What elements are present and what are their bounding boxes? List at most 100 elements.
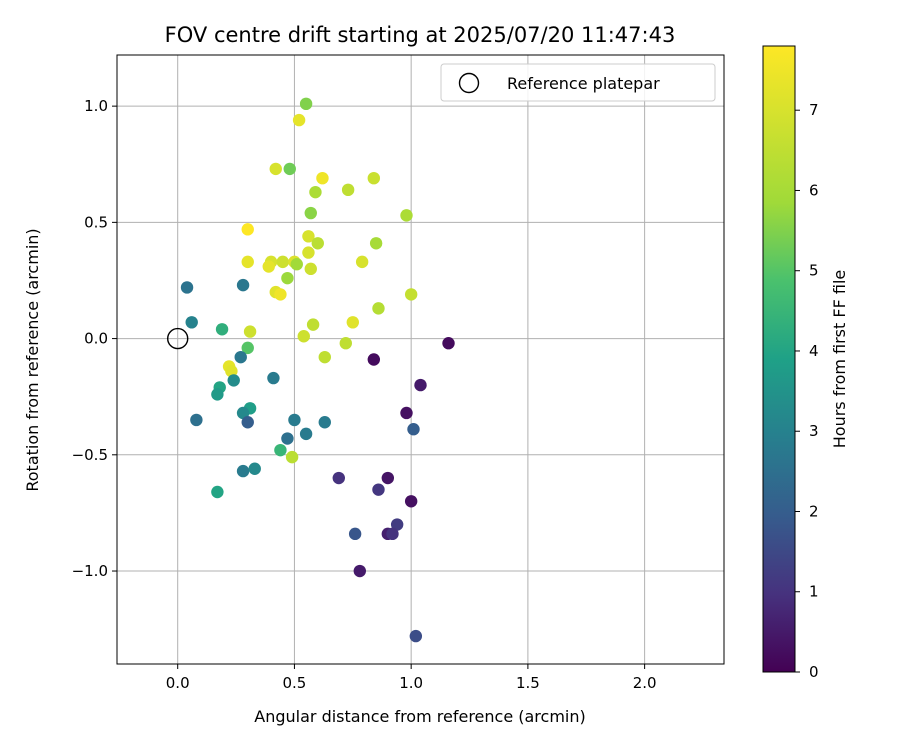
- data-point: [304, 206, 317, 220]
- y-tick-label: 0.0: [84, 330, 108, 348]
- data-point: [353, 564, 366, 578]
- colorbar-ticks: 0 1 2 3 4 5 6 7: [795, 101, 819, 681]
- data-point: [243, 325, 257, 338]
- colorbar-tick-label: 0: [809, 663, 819, 681]
- data-point: [299, 97, 313, 111]
- data-point: [386, 527, 399, 541]
- scatter-points: [180, 97, 455, 643]
- data-point: [281, 271, 294, 285]
- data-point: [355, 255, 369, 269]
- data-point: [409, 629, 423, 643]
- data-point: [180, 281, 194, 294]
- x-tick-label: 2.0: [633, 674, 657, 692]
- data-point: [339, 337, 352, 350]
- colorbar: 0 1 2 3 4 5 6 7 Hours from first FF file: [762, 45, 849, 681]
- data-point: [274, 443, 287, 457]
- data-point: [297, 330, 310, 343]
- data-point: [276, 255, 289, 269]
- data-point: [341, 183, 355, 197]
- legend: Reference platepar: [440, 63, 716, 102]
- x-tick-label: 0.5: [283, 674, 307, 692]
- data-point: [225, 364, 238, 378]
- reference-marker: [166, 327, 189, 350]
- x-tick-label: 1.0: [399, 674, 423, 692]
- data-point: [262, 260, 275, 273]
- data-point: [299, 427, 313, 441]
- data-point: [348, 527, 362, 541]
- data-point: [241, 341, 254, 355]
- data-point: [304, 262, 317, 276]
- legend-entry-reference: Reference platepar: [507, 74, 660, 93]
- colorbar-tick-label: 3: [809, 422, 819, 440]
- data-point: [211, 485, 224, 499]
- colorbar-tick-label: 7: [809, 101, 819, 119]
- x-axis-label: Angular distance from reference (arcmin): [254, 707, 585, 726]
- colorbar-tick-label: 4: [809, 342, 819, 360]
- data-point: [211, 388, 224, 401]
- data-point: [400, 209, 413, 222]
- colorbar-label: Hours from first FF file: [830, 270, 849, 449]
- data-point: [241, 255, 254, 269]
- data-point: [234, 350, 247, 364]
- data-point: [311, 237, 324, 250]
- grid-lines: [117, 55, 724, 664]
- data-point: [241, 223, 254, 236]
- data-point: [241, 416, 254, 429]
- data-point: [248, 462, 261, 475]
- data-point: [346, 316, 359, 329]
- data-point: [372, 483, 385, 496]
- data-point: [215, 323, 229, 336]
- data-point: [269, 162, 282, 176]
- data-point: [367, 171, 381, 185]
- y-tick-label: 1.0: [84, 97, 108, 115]
- colorbar-tick-label: 5: [809, 262, 819, 280]
- y-tick-label: −1.0: [72, 562, 108, 580]
- data-point: [283, 162, 296, 176]
- data-point: [309, 185, 322, 199]
- data-point: [290, 257, 303, 271]
- colorbar-tick-label: 1: [809, 583, 819, 601]
- data-point: [332, 471, 345, 485]
- y-axis-label: Rotation from reference (arcmin): [23, 228, 42, 491]
- data-point: [302, 246, 315, 259]
- data-point: [302, 230, 315, 243]
- chart-title: FOV centre drift starting at 2025/07/20 …: [165, 23, 676, 47]
- data-point: [369, 237, 383, 250]
- data-point: [274, 288, 287, 301]
- data-point: [185, 316, 198, 329]
- reference-point: [166, 327, 189, 350]
- colorbar-gradient: [762, 45, 796, 673]
- colorbar-tick-label: 6: [809, 181, 819, 199]
- data-point: [381, 471, 395, 485]
- data-point: [404, 288, 418, 301]
- x-tick-label: 0.0: [166, 674, 190, 692]
- x-axis-ticks: 0.0 0.5 1.0 1.5 2.0: [166, 664, 657, 692]
- data-point: [318, 416, 331, 429]
- data-point: [372, 302, 385, 315]
- x-tick-label: 1.5: [516, 674, 540, 692]
- data-point: [404, 495, 418, 508]
- colorbar-tick-label: 2: [809, 502, 819, 520]
- legend-box: [440, 63, 716, 102]
- data-point: [367, 353, 381, 366]
- data-point: [414, 378, 427, 392]
- data-point: [407, 423, 420, 436]
- data-point: [318, 350, 331, 364]
- data-point: [306, 318, 320, 331]
- data-point: [292, 113, 306, 127]
- data-point: [390, 518, 404, 531]
- data-point: [281, 432, 294, 445]
- data-point: [190, 413, 203, 427]
- plot-frame: [116, 54, 725, 665]
- y-tick-label: −0.5: [72, 446, 108, 464]
- data-point: [236, 278, 250, 292]
- data-point: [267, 371, 280, 385]
- data-point: [288, 413, 301, 427]
- y-axis-ticks: −1.0 −0.5 0.0 0.5 1.0: [72, 97, 117, 580]
- data-point: [236, 406, 250, 420]
- data-point: [316, 171, 329, 185]
- data-point: [285, 450, 299, 464]
- data-point: [236, 464, 250, 478]
- data-point: [227, 374, 240, 387]
